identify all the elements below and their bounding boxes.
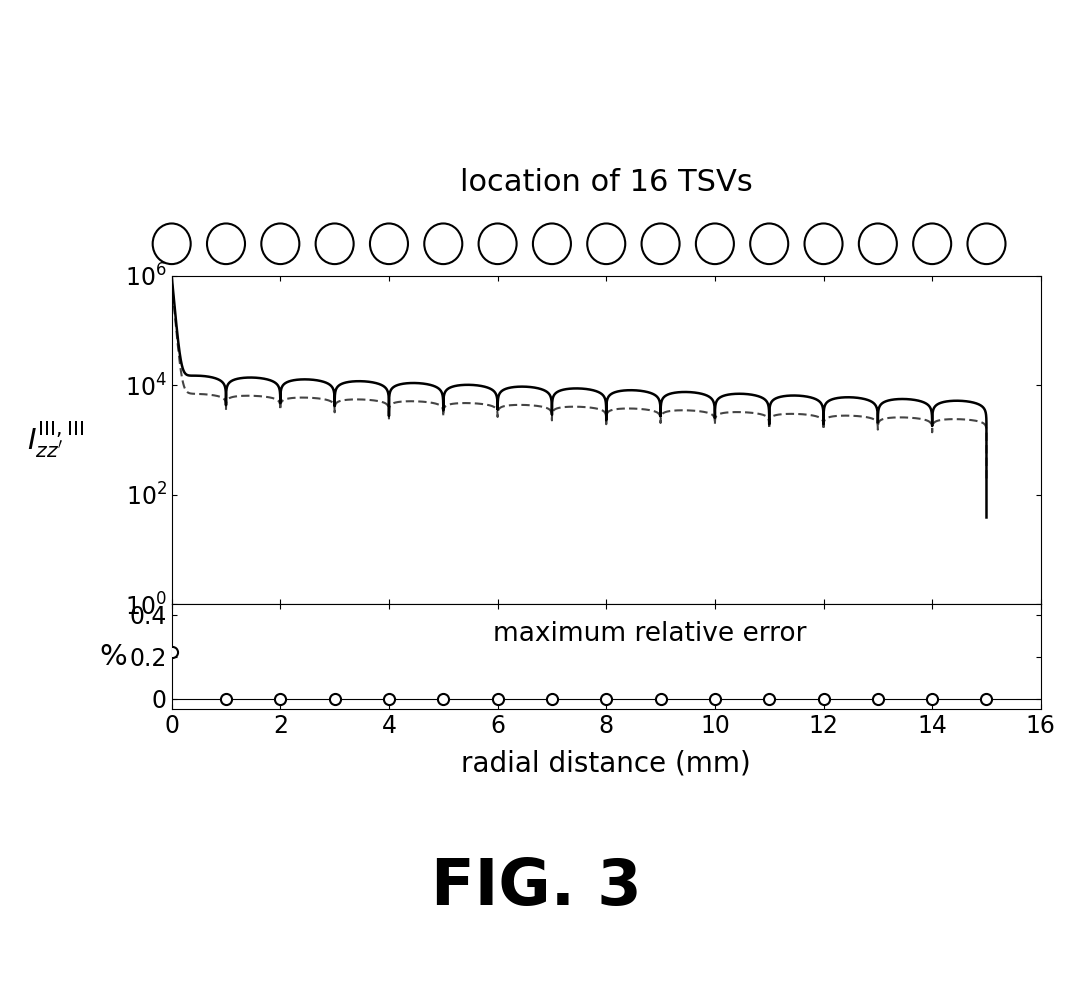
Text: maximum relative error: maximum relative error: [493, 621, 807, 646]
Y-axis label: $I_{zz^{\prime}}^{\mathrm{III,III}}$: $I_{zz^{\prime}}^{\mathrm{III,III}}$: [27, 420, 84, 460]
Text: FIG. 3: FIG. 3: [431, 856, 642, 917]
Y-axis label: %: %: [99, 642, 127, 671]
X-axis label: radial distance (mm): radial distance (mm): [461, 750, 751, 777]
Text: location of 16 TSVs: location of 16 TSVs: [460, 167, 752, 197]
